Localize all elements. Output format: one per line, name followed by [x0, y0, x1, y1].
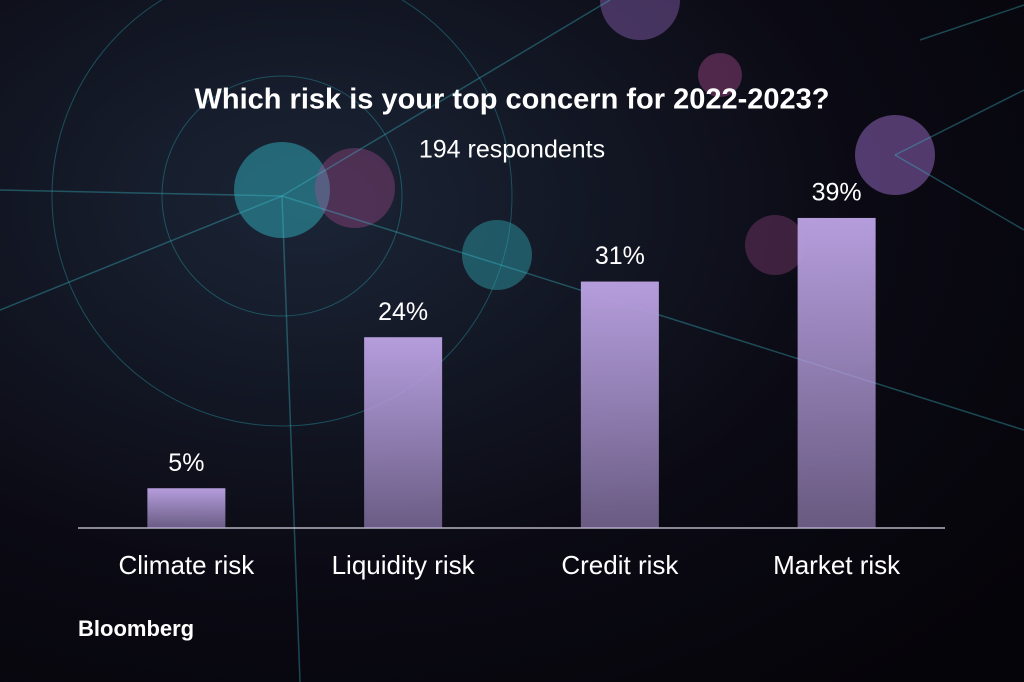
logo: Bloomberg	[78, 616, 194, 641]
x-tick-label: Credit risk	[561, 550, 679, 580]
x-tick-label: Liquidity risk	[332, 550, 476, 580]
x-tick-label: Climate risk	[118, 550, 255, 580]
value-label: 5%	[168, 449, 204, 477]
value-label: 39%	[812, 179, 862, 207]
x-tick-label: Market risk	[773, 550, 901, 580]
bar	[797, 217, 876, 528]
bar	[580, 281, 659, 528]
value-label: 24%	[378, 298, 428, 326]
bar	[364, 337, 443, 528]
chart-title: Which risk is your top concern for 2022-…	[195, 84, 830, 116]
bar	[147, 488, 226, 528]
chart-subtitle: 194 respondents	[419, 136, 605, 164]
value-label: 31%	[595, 242, 645, 270]
